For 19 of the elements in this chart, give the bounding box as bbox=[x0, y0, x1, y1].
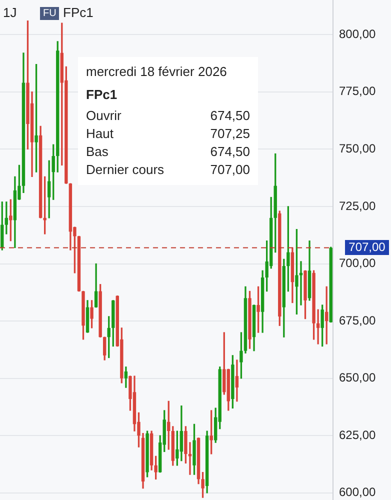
text: Ouvrir 674,50 bbox=[86, 108, 250, 123]
y-tick-label: 675,00 bbox=[339, 313, 376, 328]
annotation: mercredi 18 février 2026 bbox=[86, 63, 228, 81]
text: Dernier cours 707,00 bbox=[86, 162, 250, 177]
y-tick-label: 650,00 bbox=[339, 370, 376, 385]
ref-line-label: 707,00 bbox=[345, 240, 389, 255]
text: Bas 674,50 bbox=[86, 144, 250, 159]
chart-subtitle: FPc1 bbox=[63, 5, 94, 20]
y-tick-label: 600,00 bbox=[339, 485, 376, 500]
chart-title: 1J bbox=[3, 5, 17, 20]
y-tick-label: 725,00 bbox=[339, 198, 376, 213]
annotation: FPc1 bbox=[86, 86, 118, 104]
y-tick-label: 625,00 bbox=[339, 428, 376, 442]
text: Haut 707,25 bbox=[86, 126, 250, 141]
annotation: FU bbox=[40, 7, 60, 20]
y-tick-label: 700,00 bbox=[339, 256, 376, 270]
y-tick-label: 800,00 bbox=[339, 26, 376, 41]
y-tick-label: 750,00 bbox=[339, 141, 376, 156]
y-tick-label: 775,00 bbox=[339, 84, 376, 98]
